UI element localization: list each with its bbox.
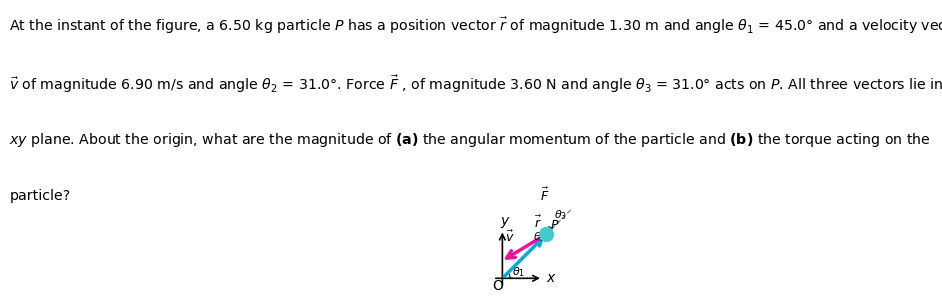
Text: $\theta_2$: $\theta_2$ xyxy=(533,230,545,244)
Text: P: P xyxy=(551,219,559,232)
Text: y: y xyxy=(500,214,509,228)
Text: $\theta_3$: $\theta_3$ xyxy=(554,208,567,222)
Text: O: O xyxy=(492,279,503,293)
Text: $\vec{r}$: $\vec{r}$ xyxy=(534,215,542,231)
Text: $\vec{v}$: $\vec{v}$ xyxy=(505,230,514,245)
Text: particle?: particle? xyxy=(9,189,71,203)
Text: $\theta_1$: $\theta_1$ xyxy=(512,265,526,279)
Text: $\vec{F}$: $\vec{F}$ xyxy=(540,187,549,204)
Text: $\vec{v}$ of magnitude 6.90 m/s and angle $\theta_2$ = 31.0°. Force $\vec{F}$ , : $\vec{v}$ of magnitude 6.90 m/s and angl… xyxy=(9,73,942,95)
Text: x: x xyxy=(546,271,554,285)
Text: $xy$ plane. About the origin, what are the magnitude of $\mathbf{(a)}$ the angul: $xy$ plane. About the origin, what are t… xyxy=(9,131,931,149)
Text: At the instant of the figure, a 6.50 kg particle $P$ has a position vector $\vec: At the instant of the figure, a 6.50 kg … xyxy=(9,15,942,36)
